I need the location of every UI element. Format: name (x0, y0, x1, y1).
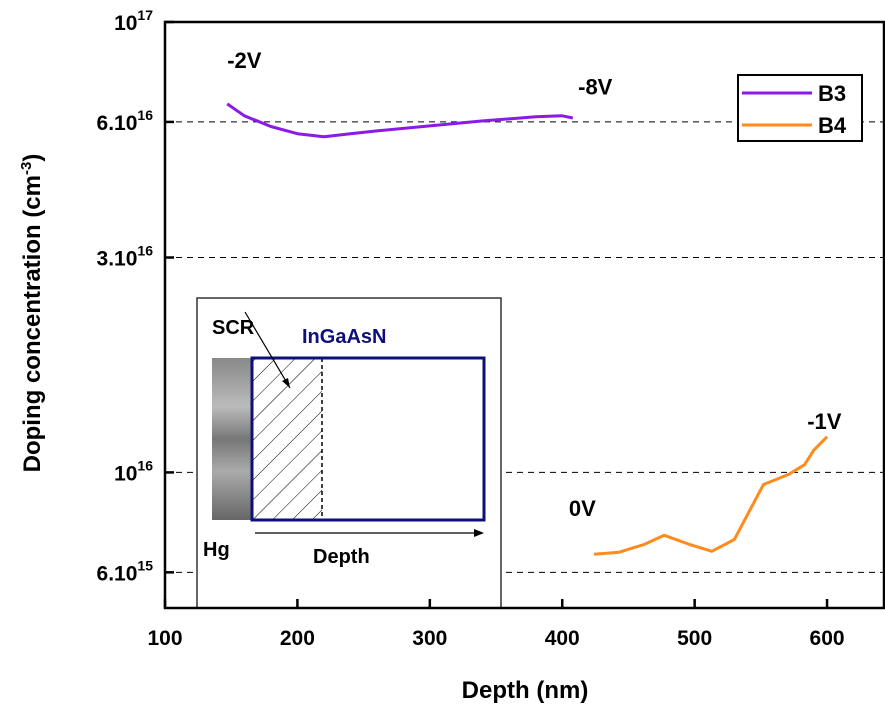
y-axis-label: Doping concentration (cm-3) (18, 154, 46, 473)
y-tick-label: 6.1016 (97, 107, 154, 135)
y-tick-label: 3.1016 (97, 243, 154, 271)
legend-label: B4 (818, 113, 847, 138)
y-tick-label-base: 6.10 (97, 112, 138, 135)
hg-contact (212, 358, 252, 520)
inset: SCR InGaAsN Hg Depth (196, 297, 502, 609)
x-tick-label: 600 (810, 627, 845, 650)
annotation: -2V (227, 48, 262, 73)
y-tick-label-base: 6.10 (97, 562, 138, 585)
y-tick-label: 1016 (114, 457, 153, 485)
x-tick-label: 100 (147, 627, 182, 650)
x-tick-label: 400 (545, 627, 580, 650)
material-box (250, 356, 486, 522)
inset-axis: Depth (313, 546, 370, 568)
annotation: -8V (578, 75, 613, 100)
x-tick-label: 500 (677, 627, 712, 650)
y-tick-label: 6.1015 (97, 557, 154, 585)
annotation: -1V (807, 409, 842, 434)
y-tick-label-sup: 15 (137, 557, 153, 573)
x-tick-label: 300 (412, 627, 447, 650)
scr-pointer (244, 311, 291, 389)
y-tick-label-sup: 16 (137, 243, 153, 259)
y-tick-label-base: 3.10 (97, 248, 138, 271)
x-tick-label: 200 (280, 627, 315, 650)
y-axis-label-main: Doping concentration (cm (19, 175, 46, 472)
series-line (593, 435, 829, 556)
depth-arrowhead (474, 529, 484, 537)
y-tick-label-base: 10 (114, 12, 137, 35)
inset-scr: SCR (212, 317, 255, 339)
legend-label: B3 (818, 81, 846, 106)
legend-frame (737, 74, 863, 142)
series-line (226, 102, 574, 139)
y-tick-label-sup: 16 (137, 457, 153, 473)
inset-contact: Hg (203, 539, 230, 561)
y-tick-label-sup: 17 (137, 7, 153, 23)
inset-material: InGaAsN (302, 326, 386, 348)
y-axis-label-end: ) (19, 154, 46, 162)
y-tick-label-base: 10 (114, 462, 137, 485)
scr-arrowhead (282, 378, 290, 388)
y-tick-label: 1017 (114, 7, 153, 35)
plot-frame (163, 20, 885, 610)
y-axis-label-sup: -3 (18, 162, 35, 175)
y-tick-label-sup: 16 (137, 107, 153, 123)
annotation: 0V (569, 496, 596, 521)
x-axis-label: Depth (nm) (462, 677, 589, 704)
